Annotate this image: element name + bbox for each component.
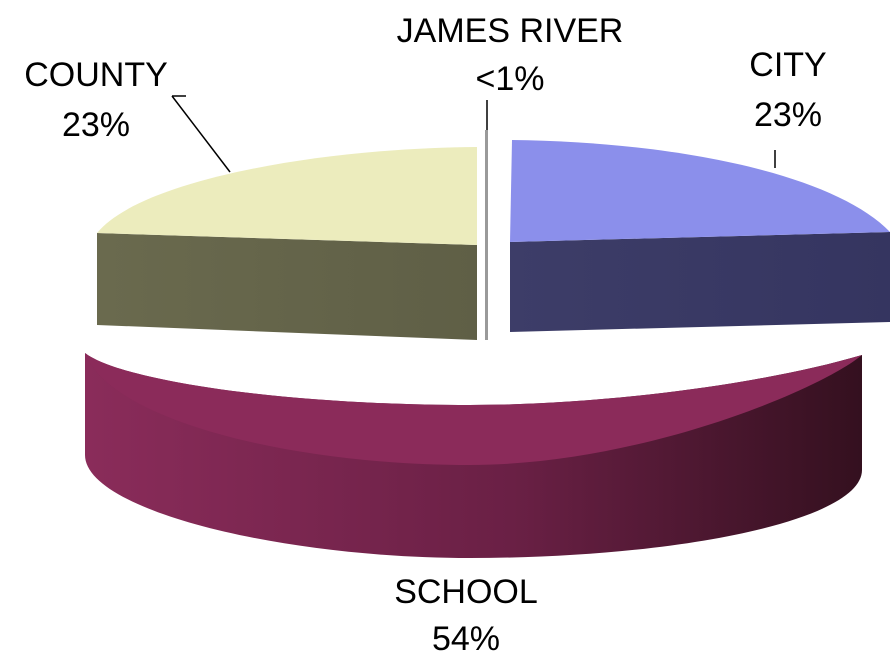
data-label-james-river-name: JAMES RIVER [397, 12, 624, 50]
pie-slice-county [97, 147, 477, 340]
pie-slice-city [510, 140, 890, 332]
data-label-city: CITY 23% [749, 46, 826, 134]
data-label-city-value: 23% [754, 96, 822, 134]
data-label-school: SCHOOL 54% [394, 573, 538, 658]
pie-slice-james-river [485, 130, 488, 340]
data-label-county: COUNTY 23% [24, 56, 168, 144]
data-label-james-river: JAMES RIVER <1% [397, 12, 624, 98]
data-label-county-name: COUNTY [24, 56, 168, 94]
data-label-school-value: 54% [432, 620, 500, 658]
pie-slice-county-top [97, 147, 477, 245]
data-label-school-name: SCHOOL [394, 573, 538, 611]
pie-slice-city-side [510, 232, 890, 332]
data-label-county-value: 23% [62, 106, 130, 144]
leader-line-county [171, 95, 231, 173]
pie-slice-school [85, 353, 862, 558]
data-label-james-river-value: <1% [476, 60, 545, 98]
pie-slice-city-top [510, 140, 890, 242]
pie-slice-county-side [97, 233, 477, 340]
data-label-city-name: CITY [749, 46, 826, 84]
pie-slice-school-top [85, 353, 862, 465]
pie-slice-james-river-face [485, 130, 488, 340]
